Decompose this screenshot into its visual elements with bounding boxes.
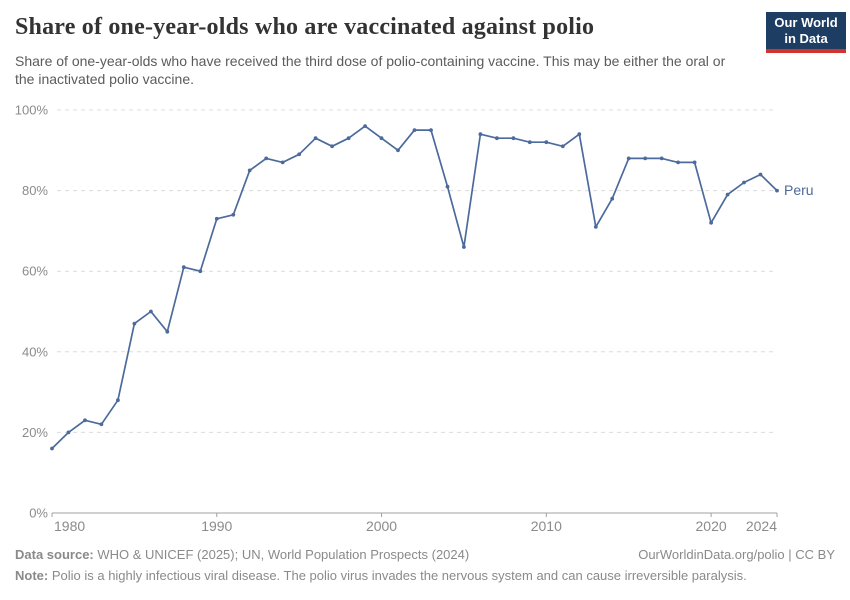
datasource-row: Data source: WHO & UNICEF (2025); UN, Wo… [15, 544, 835, 565]
data-point [709, 220, 713, 225]
data-point [676, 160, 680, 165]
data-point [264, 156, 269, 161]
data-point [643, 156, 648, 161]
data-point [346, 136, 351, 141]
note-text: Polio is a highly infectious viral disea… [48, 568, 747, 583]
rights-link: OurWorldinData.org/polio | CC BY [638, 547, 835, 562]
data-point [692, 160, 697, 165]
data-point [527, 140, 532, 145]
data-point [610, 196, 615, 201]
logo-line2: in Data [784, 31, 828, 46]
datasource-label: Data source: [15, 547, 94, 562]
x-axis-tick-label: 2020 [696, 518, 727, 534]
data-point [396, 148, 400, 153]
data-point [478, 132, 483, 137]
data-point [429, 128, 433, 132]
y-axis-tick-label: 40% [22, 344, 48, 359]
data-point [742, 180, 746, 185]
note-row: Note: Polio is a highly infectious viral… [15, 565, 835, 586]
data-point [297, 152, 302, 157]
data-point [99, 422, 104, 427]
data-point [511, 136, 516, 141]
y-axis-tick-label: 20% [22, 425, 48, 440]
series-label: Peru [784, 182, 814, 198]
data-point [66, 430, 71, 435]
x-axis-tick-label: 2024 [746, 518, 777, 534]
x-axis-tick-label: 2000 [366, 518, 397, 534]
data-point [363, 124, 367, 128]
logo-line1: Our World [774, 15, 838, 30]
data-point [626, 156, 631, 161]
data-line [51, 125, 778, 450]
chart-subtitle: Share of one-year-olds who have received… [15, 53, 726, 88]
data-point [462, 245, 466, 249]
y-axis-tick-label: 80% [22, 183, 48, 198]
data-point [165, 329, 170, 334]
data-point [231, 212, 236, 217]
data-point [495, 136, 499, 141]
data-point [659, 156, 664, 161]
data-point [775, 188, 779, 193]
chart-footer: Data source: WHO & UNICEF (2025); UN, Wo… [15, 544, 835, 586]
data-point [593, 225, 598, 229]
data-point [379, 136, 384, 141]
data-point [181, 265, 186, 270]
data-point [149, 309, 153, 314]
line-chart: 0% 20% 40% 60% 80% 100% 1980 1990 2000 2010 2020 20… [0, 95, 850, 545]
data-point [247, 168, 252, 173]
note-label: Note: [15, 568, 49, 583]
data-point [116, 398, 120, 403]
x-axis-tick-label: 1990 [201, 518, 232, 534]
x-axis-tick-label: 2010 [531, 518, 562, 534]
y-axis-tick-label: 60% [22, 264, 48, 279]
data-point [198, 269, 203, 274]
data-point [313, 136, 318, 141]
data-point [330, 144, 334, 149]
data-point [280, 160, 285, 165]
y-axis-tick-label: 0% [29, 506, 48, 521]
data-point [412, 128, 417, 132]
data-point [544, 140, 549, 145]
y-axis-tick-label: 100% [15, 103, 49, 118]
data-point [214, 216, 219, 221]
x-axis-tick-label: 1980 [54, 518, 85, 534]
page-title: Share of one-year-olds who are vaccinate… [15, 14, 595, 40]
owid-logo: Our World in Data [766, 12, 846, 53]
chart-canvas: 0% 20% 40% 60% 80% 100% 1980 1990 2000 2010 2020 20… [15, 103, 814, 535]
data-point [725, 192, 730, 197]
data-point [50, 446, 54, 451]
data-point [577, 132, 582, 137]
data-point [132, 321, 137, 326]
data-point [560, 144, 565, 149]
datasource-text: WHO & UNICEF (2025); UN, World Populatio… [93, 547, 470, 562]
data-point [445, 184, 450, 189]
data-point [758, 172, 763, 177]
data-point [83, 418, 87, 423]
